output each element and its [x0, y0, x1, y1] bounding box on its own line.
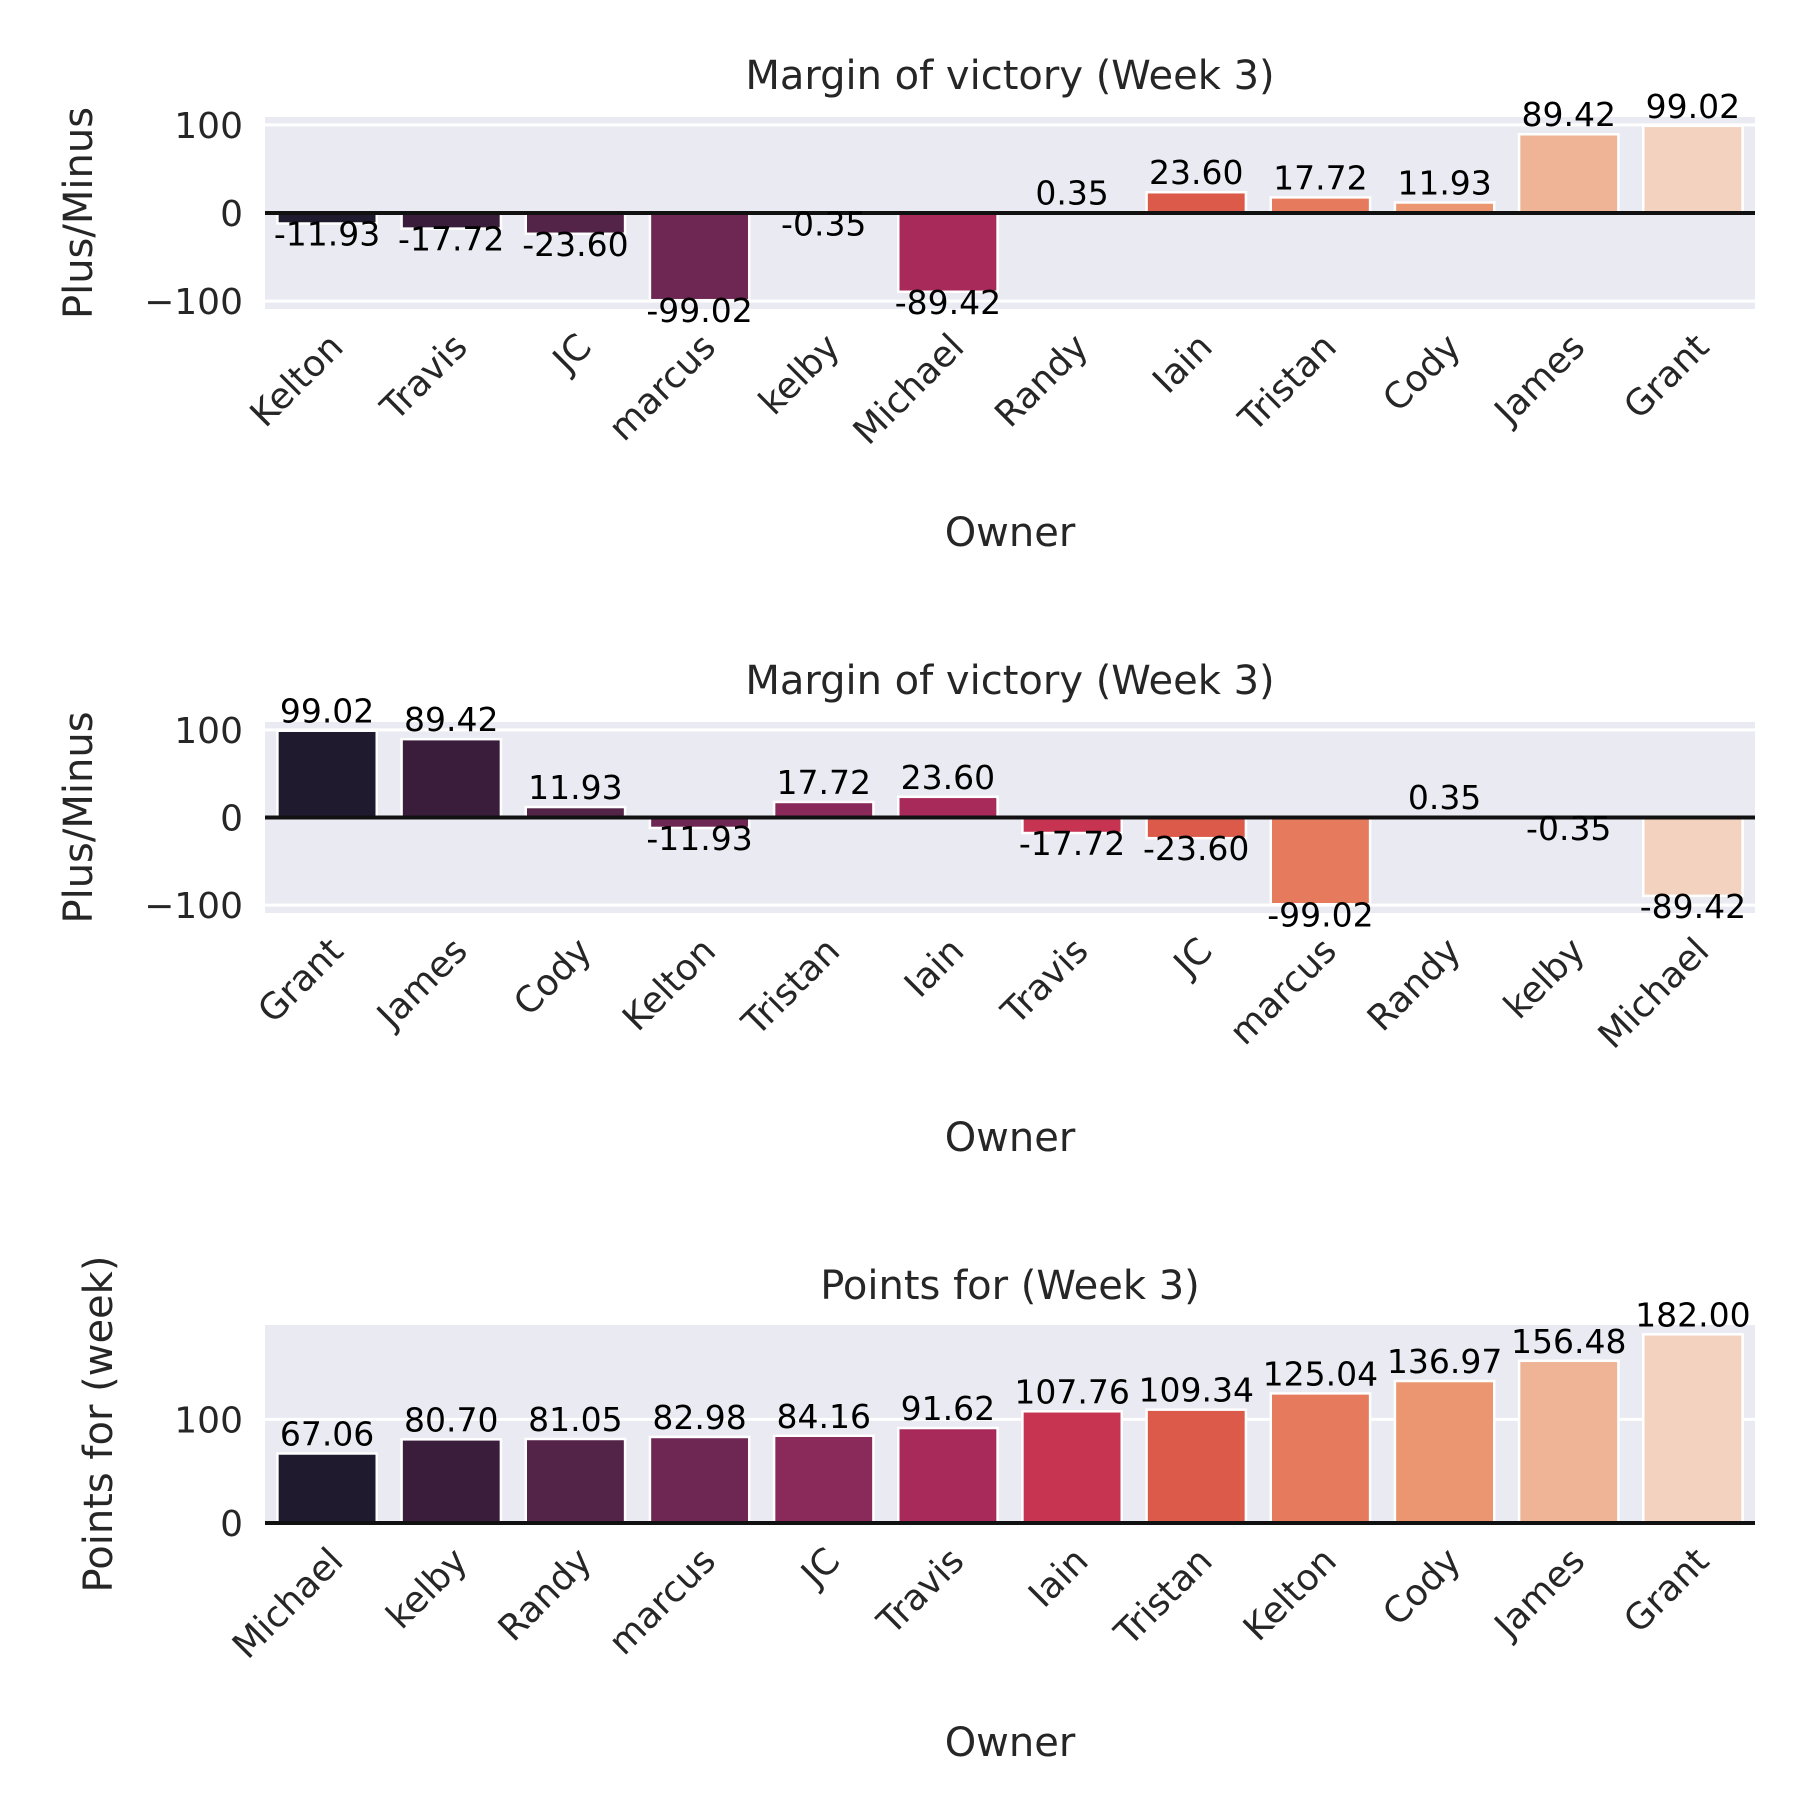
chart-title: Points for (Week 3): [820, 1263, 1200, 1309]
y-tick-label: −100: [144, 282, 243, 323]
bar-marcus: [648, 211, 751, 302]
data-label: 80.70: [404, 1400, 498, 1439]
bar-iain: [897, 795, 999, 819]
data-label: 0.35: [1035, 174, 1108, 213]
data-label: 81.05: [528, 1400, 622, 1439]
data-label: 17.72: [777, 763, 871, 802]
data-label: 182.00: [1635, 1295, 1750, 1334]
data-label: -0.35: [781, 204, 866, 243]
chart-title: Margin of victory (Week 3): [745, 658, 1274, 704]
data-label: 11.93: [1397, 163, 1491, 202]
data-label: -99.02: [1267, 895, 1373, 934]
chart-title: Margin of victory (Week 3): [745, 53, 1274, 99]
y-tick-label: 0: [220, 194, 243, 235]
bar-james: [400, 737, 503, 819]
data-label: 0.35: [1408, 778, 1481, 817]
bar-grant: [1642, 1333, 1744, 1525]
data-label: -23.60: [522, 225, 628, 264]
y-tick-label: 0: [220, 1504, 243, 1545]
bar-michael: [897, 211, 999, 294]
y-axis-label: Plus/Minus: [56, 107, 102, 319]
data-label: -0.35: [1526, 809, 1611, 848]
bar-michael: [1642, 816, 1744, 898]
bar-james: [1517, 132, 1620, 215]
data-label: 109.34: [1139, 1371, 1254, 1410]
data-label: 99.02: [280, 692, 374, 731]
data-label: 125.04: [1263, 1354, 1378, 1393]
x-axis-label: Owner: [945, 510, 1076, 556]
data-label: 89.42: [404, 700, 498, 739]
data-label: 67.06: [280, 1414, 374, 1453]
bar-cody: [1393, 1379, 1496, 1525]
y-tick-label: 0: [220, 799, 243, 840]
data-label: 99.02: [1646, 87, 1740, 126]
bar-iain: [1021, 1410, 1124, 1525]
data-label: 23.60: [901, 758, 995, 797]
data-label: 136.97: [1387, 1342, 1502, 1381]
bar-marcus: [648, 1435, 751, 1525]
data-label: -89.42: [1640, 887, 1746, 926]
x-axis-label: Owner: [945, 1115, 1076, 1161]
data-label: -89.42: [895, 283, 1001, 322]
x-axis-label: Owner: [945, 1720, 1076, 1766]
y-axis-label: Points for (week): [76, 1256, 122, 1593]
y-tick-label: −100: [144, 886, 243, 927]
y-tick-label: 100: [174, 711, 243, 752]
data-label: -17.72: [398, 220, 504, 259]
plot-area: [265, 1325, 1755, 1523]
bar-iain: [1145, 190, 1248, 215]
bar-kelton: [1269, 1392, 1372, 1525]
data-label: 91.62: [901, 1389, 995, 1428]
data-label: 107.76: [1014, 1372, 1129, 1411]
bar-tristan: [1145, 1408, 1248, 1525]
data-label: 82.98: [652, 1398, 746, 1437]
data-label: -11.93: [274, 215, 380, 254]
bar-tristan: [772, 800, 875, 819]
data-label: 84.16: [777, 1397, 871, 1436]
bar-jc: [772, 1434, 875, 1525]
y-axis-label: Plus/Minus: [56, 711, 102, 923]
data-label: 156.48: [1511, 1322, 1626, 1361]
data-label: 11.93: [528, 768, 622, 807]
bar-tristan: [1269, 196, 1372, 215]
data-label: -99.02: [646, 291, 752, 330]
bar-grant: [276, 729, 378, 819]
bar-randy: [524, 1437, 627, 1525]
bar-michael: [276, 1452, 378, 1525]
data-label: 17.72: [1273, 158, 1367, 197]
bar-kelby: [400, 1438, 503, 1525]
bar-james: [1517, 1359, 1620, 1525]
bar-travis: [897, 1426, 999, 1525]
bar-marcus: [1269, 816, 1372, 906]
data-label: -23.60: [1143, 829, 1249, 868]
bar-grant: [1642, 124, 1744, 215]
data-label: -11.93: [646, 819, 752, 858]
y-tick-label: 100: [174, 106, 243, 147]
data-label: -17.72: [1019, 824, 1125, 863]
data-label: 89.42: [1522, 95, 1616, 134]
data-label: 23.60: [1149, 153, 1243, 192]
y-tick-label: 100: [174, 1400, 243, 1441]
